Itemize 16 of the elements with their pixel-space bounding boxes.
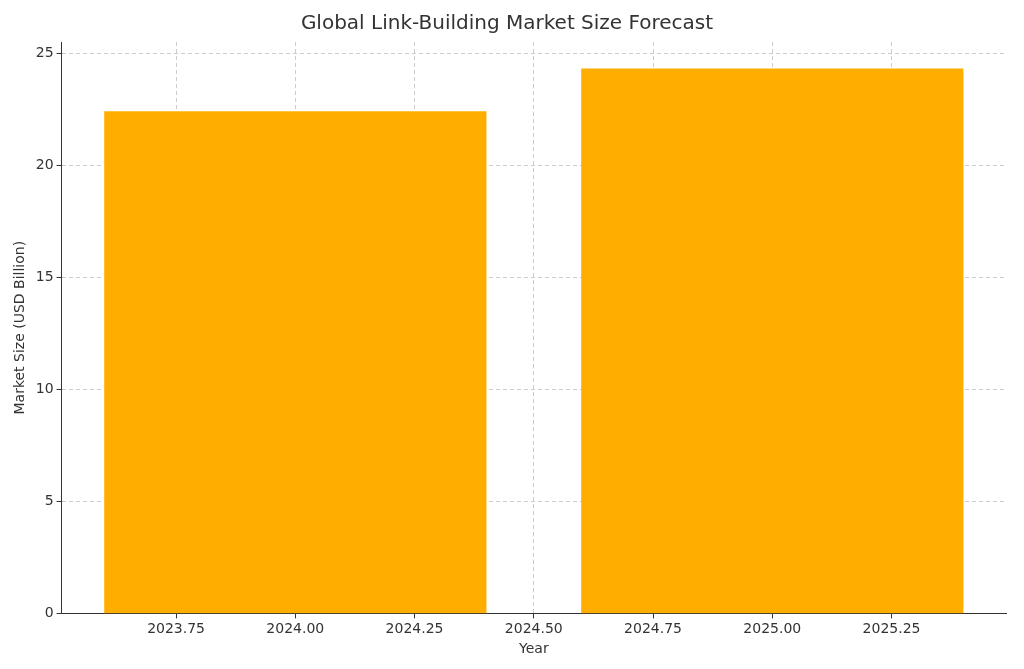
y-tick-label: 5	[44, 492, 54, 508]
y-tick-label: 10	[35, 379, 54, 396]
y-tick-label: 25	[35, 43, 54, 60]
x-tick-label: 2025.25	[862, 620, 921, 637]
x-tick-label: 2024.75	[624, 620, 682, 637]
x-tick-label: 2025.00	[743, 620, 802, 637]
y-axis-title: Market Size (USD Billion)	[11, 240, 28, 415]
y-tick-label: 20	[35, 155, 54, 172]
x-axis-title: Year	[517, 640, 549, 657]
x-tick-label: 2024.50	[504, 620, 563, 637]
chart-title: Global Link-Building Market Size Forecast	[300, 10, 714, 35]
x-tick-label: 2023.75	[147, 620, 206, 637]
x-tick-label: 2024.25	[385, 620, 444, 637]
y-tick-label: 15	[35, 267, 54, 284]
x-tick-label: 2024.00	[266, 620, 325, 637]
y-tick-label: 0	[44, 604, 54, 621]
